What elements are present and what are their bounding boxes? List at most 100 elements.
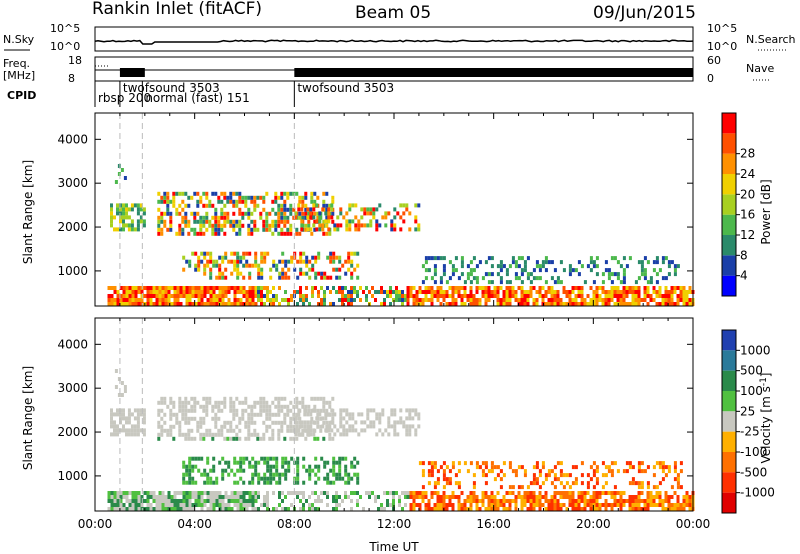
- heatmap-cell: [271, 412, 275, 417]
- heatmap-cell: [117, 377, 121, 381]
- heatmap-cell: [664, 298, 668, 302]
- heatmap-cell: [688, 290, 692, 294]
- heatmap-cell: [287, 491, 290, 495]
- heatmap-cell: [244, 436, 248, 441]
- heatmap-cell: [217, 231, 221, 236]
- heatmap-cell: [508, 302, 512, 306]
- heatmap-cell: [325, 207, 329, 212]
- heatmap-cell: [203, 290, 207, 294]
- heatmap-cell: [643, 294, 647, 298]
- heatmap-cell: [277, 211, 281, 216]
- heatmap-cell: [277, 219, 281, 224]
- heatmap-cell: [263, 460, 267, 465]
- heatmap-cell: [484, 294, 488, 298]
- heatmap-cell: [451, 290, 455, 294]
- heatmap-cell: [565, 294, 569, 298]
- heatmap-cell: [256, 203, 260, 208]
- heatmap-cell: [430, 507, 434, 511]
- heatmap-cell: [325, 203, 329, 208]
- heatmap-cell: [110, 298, 114, 302]
- heatmap-cell: [535, 290, 539, 294]
- heatmap-cell: [324, 219, 328, 224]
- heatmap-cell: [427, 499, 431, 503]
- heatmap-cell: [451, 503, 455, 507]
- heatmap-cell: [661, 465, 665, 470]
- heatmap-cell: [155, 499, 159, 503]
- heatmap-cell: [266, 480, 270, 485]
- heatmap-cell: [203, 499, 207, 503]
- heatmap-cell: [520, 499, 524, 503]
- heatmap-cell: [309, 211, 313, 216]
- heatmap-cell: [430, 465, 434, 470]
- heatmap-cell: [280, 396, 284, 401]
- heatmap-cell: [247, 195, 251, 200]
- heatmap-cell: [393, 428, 397, 433]
- heatmap-cell: [595, 290, 599, 294]
- heatmap-cell: [430, 290, 434, 294]
- heatmap-cell: [299, 491, 302, 495]
- heatmap-cell: [372, 215, 376, 220]
- heatmap-cell: [123, 176, 127, 180]
- heatmap-cell: [646, 286, 650, 290]
- heatmap-cell: [553, 465, 557, 470]
- heatmap-cell: [568, 298, 572, 302]
- heatmap-cell: [523, 294, 527, 298]
- heatmap-cell: [107, 294, 111, 298]
- heatmap-cell: [275, 456, 279, 461]
- heatmap-cell: [454, 298, 458, 302]
- heatmap-cell: [302, 503, 305, 507]
- heatmap-cell: [685, 491, 689, 495]
- heatmap-cell: [125, 495, 129, 499]
- heatmap-cell: [601, 461, 605, 466]
- heatmap-cell: [239, 495, 243, 499]
- heatmap-cell: [254, 294, 258, 298]
- heatmap-cell: [214, 215, 218, 220]
- heatmap-cell: [269, 290, 272, 294]
- heatmap-cell: [508, 461, 512, 466]
- heatmap-cell: [265, 408, 269, 413]
- heatmap-cell: [188, 495, 192, 499]
- heatmap-cell: [155, 298, 159, 302]
- heatmap-cell: [272, 286, 275, 290]
- heatmap-cell: [277, 412, 281, 417]
- heatmap-cell: [469, 268, 473, 273]
- heatmap-cell: [224, 495, 228, 499]
- heatmap-cell: [327, 215, 331, 220]
- heatmap-cell: [256, 227, 260, 232]
- heatmap-cell: [262, 207, 266, 212]
- heatmap-cell: [499, 298, 503, 302]
- heatmap-cell: [296, 302, 299, 306]
- heatmap-cell: [191, 503, 195, 507]
- heatmap-cell: [412, 499, 416, 503]
- heatmap-cell: [523, 473, 527, 478]
- heatmap-cell: [613, 294, 617, 298]
- colorbar-swatch: [722, 275, 736, 296]
- heatmap-cell: [433, 507, 437, 511]
- heatmap-cell: [134, 503, 138, 507]
- heatmap-cell: [378, 428, 382, 433]
- heatmap-cell: [116, 294, 120, 298]
- heatmap-cell: [203, 472, 207, 477]
- heatmap-cell: [338, 456, 342, 461]
- heatmap-cell: [114, 180, 118, 184]
- heatmap-cell: [589, 298, 593, 302]
- heatmap-cell: [113, 286, 117, 290]
- heatmap-cell: [448, 477, 452, 482]
- heatmap-cell: [251, 480, 255, 485]
- heatmap-cell: [601, 298, 605, 302]
- heatmap-cell: [272, 259, 276, 264]
- heatmap-cell: [278, 259, 282, 264]
- heatmap-cell: [676, 481, 680, 486]
- heatmap-cell: [289, 191, 293, 196]
- heatmap-cell: [631, 499, 635, 503]
- colorbar-tick-label: 12: [740, 228, 755, 242]
- heatmap-cell: [436, 469, 440, 474]
- heatmap-cell: [317, 271, 321, 276]
- heatmap-cell: [308, 464, 312, 469]
- heatmap-cell: [339, 408, 343, 413]
- heatmap-cell: [345, 408, 349, 413]
- heatmap-cell: [155, 302, 159, 306]
- heatmap-cell: [610, 495, 614, 499]
- heatmap-cell: [152, 495, 156, 499]
- heatmap-cell: [628, 286, 632, 290]
